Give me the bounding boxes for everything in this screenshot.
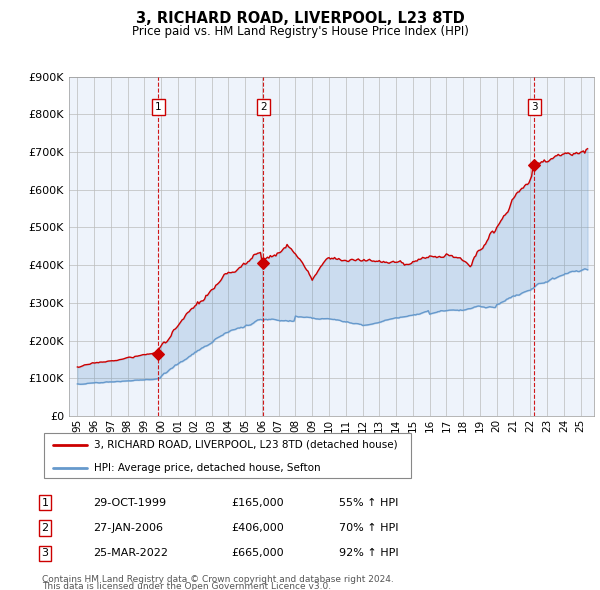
FancyBboxPatch shape bbox=[44, 433, 412, 478]
Text: Contains HM Land Registry data © Crown copyright and database right 2024.: Contains HM Land Registry data © Crown c… bbox=[42, 575, 394, 584]
Text: 55% ↑ HPI: 55% ↑ HPI bbox=[339, 498, 398, 507]
Text: 92% ↑ HPI: 92% ↑ HPI bbox=[339, 549, 398, 558]
Text: £406,000: £406,000 bbox=[231, 523, 284, 533]
Text: 1: 1 bbox=[155, 102, 162, 112]
Text: 3: 3 bbox=[531, 102, 538, 112]
Text: 3, RICHARD ROAD, LIVERPOOL, L23 8TD: 3, RICHARD ROAD, LIVERPOOL, L23 8TD bbox=[136, 11, 464, 25]
Text: 2: 2 bbox=[260, 102, 266, 112]
Text: 29-OCT-1999: 29-OCT-1999 bbox=[93, 498, 166, 507]
Point bbox=[258, 258, 268, 268]
Text: 27-JAN-2006: 27-JAN-2006 bbox=[93, 523, 163, 533]
Text: 3, RICHARD ROAD, LIVERPOOL, L23 8TD (detached house): 3, RICHARD ROAD, LIVERPOOL, L23 8TD (det… bbox=[94, 440, 398, 450]
Text: 2: 2 bbox=[41, 523, 49, 533]
Text: £665,000: £665,000 bbox=[231, 549, 284, 558]
Text: £165,000: £165,000 bbox=[231, 498, 284, 507]
Text: HPI: Average price, detached house, Sefton: HPI: Average price, detached house, Seft… bbox=[94, 463, 321, 473]
Point bbox=[154, 349, 163, 359]
Text: 1: 1 bbox=[41, 498, 49, 507]
Point bbox=[529, 160, 539, 170]
Text: 25-MAR-2022: 25-MAR-2022 bbox=[93, 549, 168, 558]
Text: Price paid vs. HM Land Registry's House Price Index (HPI): Price paid vs. HM Land Registry's House … bbox=[131, 25, 469, 38]
Text: 3: 3 bbox=[41, 549, 49, 558]
Text: 70% ↑ HPI: 70% ↑ HPI bbox=[339, 523, 398, 533]
Text: This data is licensed under the Open Government Licence v3.0.: This data is licensed under the Open Gov… bbox=[42, 582, 331, 590]
